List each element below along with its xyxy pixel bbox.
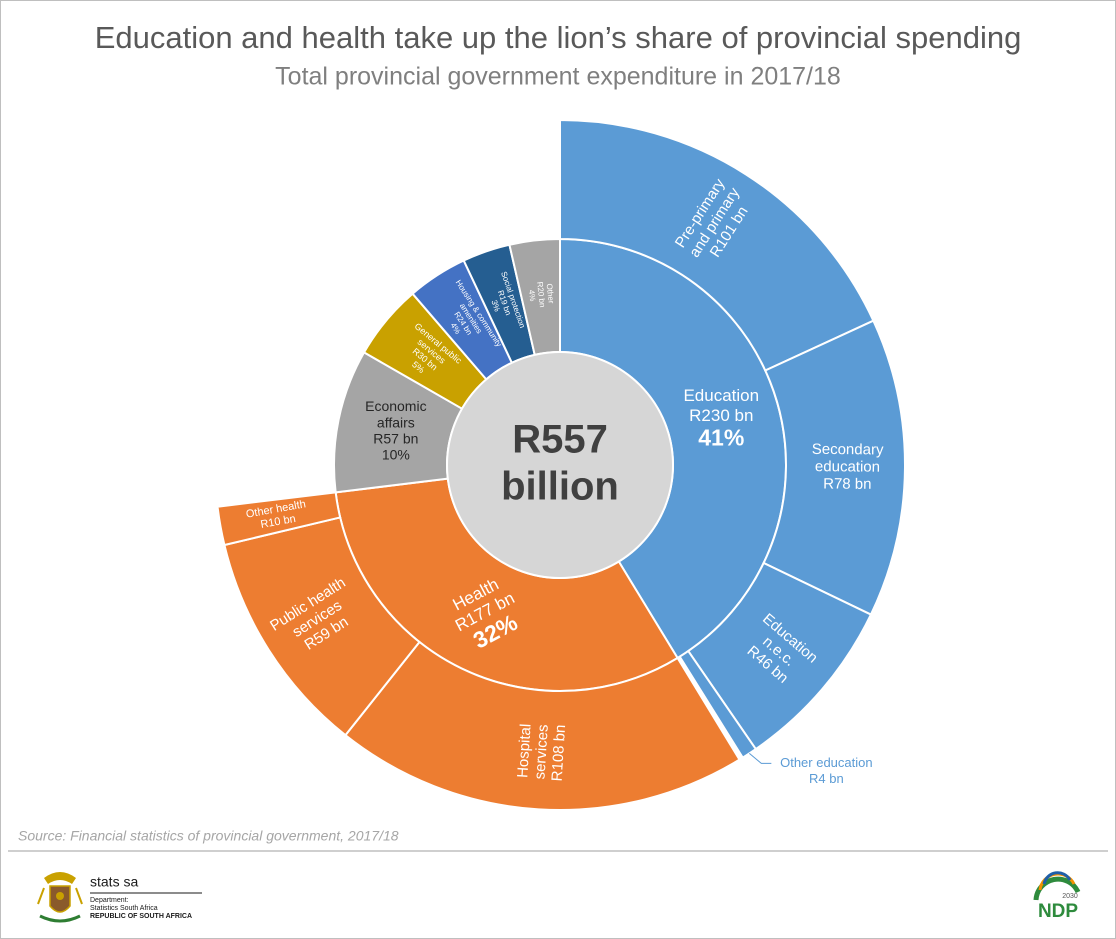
center-total: R557 [512, 418, 608, 462]
chart-title: Education and health take up the lion’s … [95, 20, 1022, 55]
inner-name: affairs [377, 414, 415, 430]
chart-subtitle: Total provincial government expenditure … [275, 63, 841, 91]
dept-line: Statistics South Africa [90, 905, 158, 912]
inner-value-label: R57 bn [373, 430, 418, 446]
dept-line: Department: [90, 897, 129, 904]
outer-name: services [531, 724, 551, 780]
inner-value-label: R230 bn [689, 406, 753, 425]
inner-name: Education [683, 386, 759, 405]
inner-share-label: 4% [527, 289, 537, 302]
ndp-logo [1033, 871, 1081, 901]
outer-value-label: R108 bn [549, 724, 569, 782]
outer-segment [678, 649, 758, 759]
coat-of-arms [37, 872, 83, 923]
outer-segment [559, 118, 875, 372]
ndp-year: 2030 [1062, 893, 1078, 900]
source-note: Source: Financial statistics of provinci… [18, 828, 399, 844]
center-circle [446, 351, 674, 579]
inner-name: Economic [365, 398, 426, 414]
outer-value-label: R78 bn [823, 475, 872, 492]
inner-value-label: R20 bn [535, 281, 547, 308]
outer-name: education [815, 458, 880, 476]
country-name: REPUBLIC OF SOUTH AFRICA [90, 913, 192, 920]
inner-share-label: 10% [382, 447, 410, 463]
outer-segment [344, 640, 741, 811]
inner-share-label: 3% [490, 299, 502, 313]
outer-name: Other education [780, 755, 873, 770]
outer-name: Hospital [514, 723, 534, 778]
inner-share-label: 41% [698, 424, 744, 450]
inner-name: Other [545, 283, 556, 304]
leader-line [749, 753, 772, 764]
org-name: stats sa [90, 874, 138, 890]
ndp-label: NDP [1038, 901, 1078, 922]
center-unit: billion [501, 465, 619, 509]
outer-name: Secondary [812, 441, 884, 459]
outer-value-label: R4 bn [809, 771, 844, 786]
